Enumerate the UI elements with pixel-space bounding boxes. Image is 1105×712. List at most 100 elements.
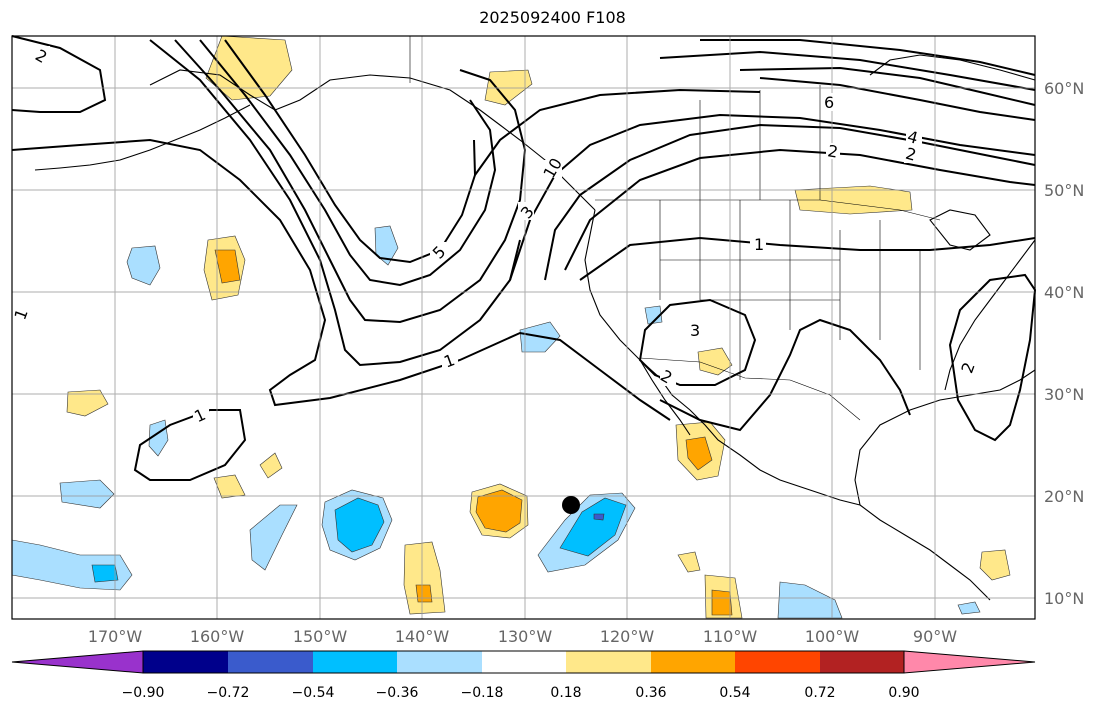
- contour-label-group: 1 1 1 1 2 2 2 2 2 3 3 4 5 6 10: [10, 46, 978, 427]
- lat-label: 60°N: [1044, 79, 1084, 98]
- contour-line: [199, 39, 497, 287]
- shade-negative: [957, 601, 981, 615]
- lat-label: 30°N: [1044, 385, 1084, 404]
- lon-label: 120°W: [600, 627, 655, 646]
- lat-label: 50°N: [1044, 181, 1084, 200]
- colorbar-tick-label: −0.18: [461, 685, 504, 701]
- colorbar: [11, 650, 1036, 674]
- baja-peninsula: [639, 359, 691, 436]
- shade-positive: [66, 389, 109, 417]
- shade-negative: [59, 479, 115, 509]
- lat-label: 40°N: [1044, 283, 1084, 302]
- map-title: 2025092400 F108: [479, 8, 626, 27]
- contour-line: [659, 318, 911, 432]
- shade-negative: [334, 497, 385, 553]
- contour-label: 2: [826, 141, 839, 161]
- colorbar-tick-label: −0.90: [122, 685, 165, 701]
- west-coast: [584, 209, 861, 506]
- shade-positive: [794, 185, 913, 215]
- shade-positive: [415, 584, 433, 603]
- contour-line: [659, 50, 1036, 91]
- contour-line: [11, 35, 107, 113]
- contour-line: [564, 148, 1036, 271]
- lon-label: 90°W: [913, 627, 957, 646]
- colorbar-tick-label: −0.54: [292, 685, 335, 701]
- great-lakes: [929, 209, 991, 251]
- lon-label: 130°W: [498, 627, 553, 646]
- colorbar-tick-label: 0.36: [635, 685, 666, 701]
- contour-label: 4: [905, 127, 920, 148]
- contour-line: [948, 273, 1037, 442]
- east-coast: [944, 239, 1036, 391]
- state-lines: [659, 200, 921, 380]
- colorbar-max-extension: [903, 650, 1036, 674]
- contour-line: [149, 39, 521, 367]
- latitude-labels: 60°N 50°N 40°N 30°N 20°N 10°N: [1044, 79, 1084, 608]
- lat-label: 10°N: [1044, 589, 1084, 608]
- contour-line: [174, 39, 527, 324]
- hudson-bay: [869, 54, 1036, 81]
- shade-negative: [559, 497, 627, 557]
- colorbar-segment: [651, 651, 735, 673]
- shade-negative: [249, 504, 298, 571]
- contour-label: 2: [904, 144, 919, 165]
- longitude-labels: 170°W 160°W 150°W 140°W 130°W 120°W 110°…: [88, 627, 957, 646]
- contour-line: [759, 77, 1036, 121]
- contour-line: [579, 236, 1036, 281]
- lon-label: 150°W: [293, 627, 348, 646]
- shade-positive: [697, 347, 733, 376]
- map-frame: [11, 35, 1036, 620]
- lon-label: 100°W: [805, 627, 860, 646]
- gulf-of-mexico: [854, 369, 1036, 506]
- us-mexico-border: [639, 357, 861, 421]
- shade-negative: [91, 564, 119, 583]
- colorbar-ticks: −0.90 −0.72 −0.54 −0.36 −0.18 0.18 0.36 …: [122, 685, 920, 701]
- shade-negative: [777, 581, 843, 619]
- colorbar-tick-label: 0.90: [888, 685, 919, 701]
- shade-positive: [403, 541, 446, 615]
- lon-label: 140°W: [395, 627, 450, 646]
- contour-line: [544, 123, 1036, 281]
- colorbar-outline: [142, 650, 905, 674]
- lon-label: 170°W: [88, 627, 143, 646]
- colorbar-tick-label: −0.36: [376, 685, 419, 701]
- shade-negative: [374, 225, 399, 266]
- shade-negative: [644, 305, 663, 325]
- shade-positive: [259, 452, 283, 479]
- colorbar-tick-label: −0.72: [207, 685, 250, 701]
- shade-positive: [205, 35, 293, 101]
- contour-line: [700, 39, 1036, 76]
- shade-positive: [213, 474, 246, 499]
- contour-label: 3: [690, 321, 700, 340]
- colorbar-segment: [482, 651, 566, 673]
- colorbar-segment: [735, 651, 820, 673]
- contour-line: [739, 66, 1036, 106]
- shade-positive: [214, 249, 241, 284]
- contour-label: 1: [754, 235, 764, 254]
- colorbar-tick-label: 0.54: [719, 685, 750, 701]
- shade-positive: [711, 589, 733, 616]
- contour-line: [474, 88, 761, 176]
- shade-positive: [475, 489, 523, 533]
- colorbar-segment: [566, 651, 651, 673]
- colorbar-tick-label: 0.72: [804, 685, 835, 701]
- shade-positive: [685, 436, 713, 471]
- colorbar-segment: [313, 651, 397, 673]
- contour-line: [224, 39, 477, 264]
- graticule: [12, 36, 1035, 619]
- colorbar-min-extension: [11, 650, 144, 674]
- anomaly-shading: [11, 35, 1011, 619]
- shade-negative: [126, 245, 161, 286]
- colorbar-tick-label: 0.18: [550, 685, 581, 701]
- colorbar-segment: [820, 651, 904, 673]
- shade-positive: [677, 551, 701, 573]
- shade-negative: [593, 513, 605, 521]
- contour-label: 6: [824, 93, 834, 112]
- colorbar-segment: [397, 651, 482, 673]
- shade-positive: [979, 549, 1011, 581]
- contour-line: [133, 409, 247, 481]
- contour-line: [11, 138, 671, 421]
- storm-position-marker: [562, 496, 580, 514]
- colorbar-segment: [228, 651, 313, 673]
